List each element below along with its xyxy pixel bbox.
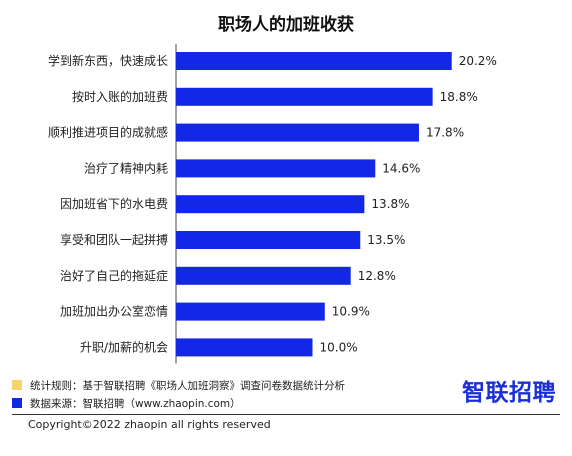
value-label: 17.8% (426, 126, 464, 140)
bar (176, 123, 419, 142)
footer-divider (12, 414, 560, 415)
bar (176, 338, 313, 357)
legend-text-rule: 统计规则：基于智联招聘《职场人加班洞察》调查问卷数据统计分析 (30, 379, 345, 392)
bar-chart: 学到新东西，快速成长 20.2% 按时入账的加班费 18.8% 顺利推进项目的成就感 17… (48, 44, 497, 364)
value-label: 13.5% (367, 233, 405, 247)
category-label: 顺利推进项目的成就感 (48, 125, 168, 140)
value-label: 13.8% (371, 197, 409, 211)
bar (176, 159, 376, 178)
legend-swatch-blue (12, 398, 22, 408)
value-label: 20.2% (459, 54, 497, 68)
bar (176, 231, 361, 249)
legend: 统计规则：基于智联招聘《职场人加班洞察》调查问卷数据统计分析 数据来源：智联招聘… (12, 376, 345, 412)
value-label: 10.0% (320, 340, 358, 354)
bar (176, 52, 452, 70)
legend-swatch-yellow (12, 380, 22, 390)
legend-item-source: 数据来源：智联招聘（www.zhaopin.com） (12, 394, 345, 412)
bar (176, 195, 365, 214)
category-label: 治好了自己的拖延症 (60, 268, 168, 283)
brand-logo: 智联招聘 (462, 380, 556, 406)
bar (176, 87, 433, 106)
chart-title: 职场人的加班收获 (218, 15, 354, 35)
category-label: 享受和团队一起拼搏 (60, 232, 168, 247)
category-label: 治疗了精神内耗 (84, 161, 168, 175)
legend-text-source: 数据来源：智联招聘（www.zhaopin.com） (30, 397, 241, 410)
category-label: 按时入账的加班费 (72, 89, 168, 104)
category-label: 升职/加薪的机会 (80, 339, 168, 354)
category-label: 因加班省下的水电费 (60, 196, 168, 211)
bar (176, 266, 351, 285)
value-label: 14.6% (382, 161, 420, 175)
value-label: 10.9% (332, 305, 370, 319)
category-label: 加班加出办公室恋情 (60, 304, 168, 319)
category-label: 学到新东西，快速成长 (48, 53, 168, 68)
value-label: 12.8% (358, 269, 396, 283)
value-label: 18.8% (440, 90, 478, 104)
legend-item-rule: 统计规则：基于智联招聘《职场人加班洞察》调查问卷数据统计分析 (12, 376, 345, 394)
copyright-text: Copyright©2022 zhaopin all rights reserv… (28, 418, 271, 431)
bar (176, 302, 325, 321)
